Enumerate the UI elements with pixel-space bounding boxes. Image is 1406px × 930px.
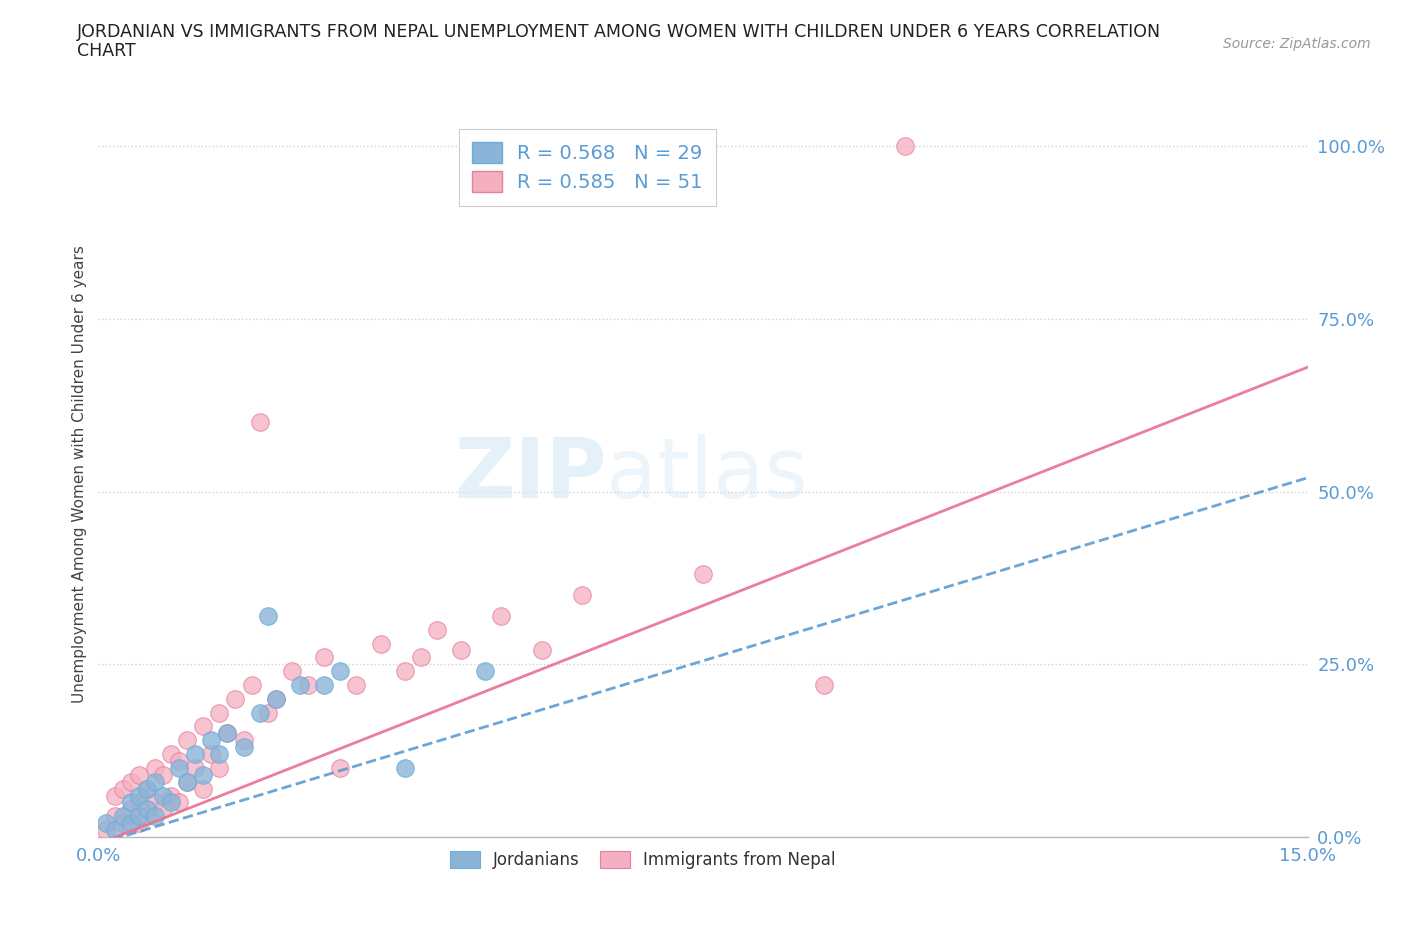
Point bbox=[103, 809, 125, 824]
Point bbox=[120, 802, 142, 817]
Point bbox=[128, 816, 150, 830]
Point bbox=[128, 767, 150, 782]
Point bbox=[184, 761, 207, 776]
Point bbox=[329, 664, 352, 679]
Point bbox=[143, 809, 166, 824]
Point bbox=[249, 705, 271, 720]
Point bbox=[344, 678, 367, 693]
Point bbox=[256, 705, 278, 720]
Point bbox=[176, 733, 198, 748]
Point bbox=[370, 636, 392, 651]
Point bbox=[184, 747, 207, 762]
Point bbox=[491, 608, 513, 623]
Point bbox=[193, 767, 215, 782]
Point bbox=[128, 809, 150, 824]
Point bbox=[143, 795, 166, 810]
Point bbox=[176, 775, 198, 790]
Point bbox=[813, 678, 835, 693]
Point bbox=[193, 719, 215, 734]
Point bbox=[193, 781, 215, 796]
Point bbox=[217, 726, 239, 741]
Point bbox=[160, 795, 183, 810]
Point bbox=[249, 415, 271, 430]
Point bbox=[314, 650, 336, 665]
Point bbox=[240, 678, 263, 693]
Point bbox=[152, 802, 174, 817]
Point bbox=[128, 788, 150, 803]
Point bbox=[394, 664, 416, 679]
Point bbox=[103, 823, 125, 838]
Point bbox=[530, 643, 553, 658]
Point bbox=[264, 691, 287, 706]
Point bbox=[96, 816, 118, 830]
Legend: Jordanians, Immigrants from Nepal: Jordanians, Immigrants from Nepal bbox=[443, 844, 842, 876]
Point bbox=[208, 761, 231, 776]
Point bbox=[143, 775, 166, 790]
Point bbox=[152, 788, 174, 803]
Point bbox=[120, 795, 142, 810]
Point bbox=[111, 781, 134, 796]
Point bbox=[450, 643, 472, 658]
Point bbox=[135, 802, 157, 817]
Point bbox=[232, 733, 254, 748]
Point bbox=[160, 747, 183, 762]
Point bbox=[329, 761, 352, 776]
Point bbox=[474, 664, 496, 679]
Point bbox=[200, 747, 222, 762]
Point bbox=[167, 753, 190, 768]
Point bbox=[176, 775, 198, 790]
Point bbox=[571, 588, 593, 603]
Point bbox=[297, 678, 319, 693]
Point bbox=[893, 139, 915, 153]
Text: JORDANIAN VS IMMIGRANTS FROM NEPAL UNEMPLOYMENT AMONG WOMEN WITH CHILDREN UNDER : JORDANIAN VS IMMIGRANTS FROM NEPAL UNEMP… bbox=[77, 23, 1161, 41]
Point bbox=[111, 809, 134, 824]
Text: ZIP: ZIP bbox=[454, 433, 606, 515]
Y-axis label: Unemployment Among Women with Children Under 6 years: Unemployment Among Women with Children U… bbox=[72, 246, 87, 703]
Point bbox=[692, 567, 714, 582]
Text: Source: ZipAtlas.com: Source: ZipAtlas.com bbox=[1223, 37, 1371, 51]
Point bbox=[232, 739, 254, 754]
Text: CHART: CHART bbox=[77, 42, 136, 60]
Point bbox=[208, 747, 231, 762]
Point bbox=[217, 726, 239, 741]
Point bbox=[394, 761, 416, 776]
Point bbox=[111, 816, 134, 830]
Point bbox=[256, 608, 278, 623]
Point bbox=[152, 767, 174, 782]
Point bbox=[224, 691, 246, 706]
Point bbox=[426, 622, 449, 637]
Point bbox=[135, 809, 157, 824]
Point bbox=[103, 788, 125, 803]
Point bbox=[135, 781, 157, 796]
Point bbox=[264, 691, 287, 706]
Point bbox=[281, 664, 304, 679]
Point bbox=[208, 705, 231, 720]
Point bbox=[167, 761, 190, 776]
Text: atlas: atlas bbox=[606, 433, 808, 515]
Point bbox=[96, 823, 118, 838]
Point bbox=[200, 733, 222, 748]
Point bbox=[143, 761, 166, 776]
Point bbox=[135, 781, 157, 796]
Point bbox=[128, 795, 150, 810]
Point bbox=[409, 650, 432, 665]
Point bbox=[288, 678, 311, 693]
Point bbox=[160, 788, 183, 803]
Point bbox=[120, 816, 142, 830]
Point bbox=[314, 678, 336, 693]
Point bbox=[120, 775, 142, 790]
Point bbox=[167, 795, 190, 810]
